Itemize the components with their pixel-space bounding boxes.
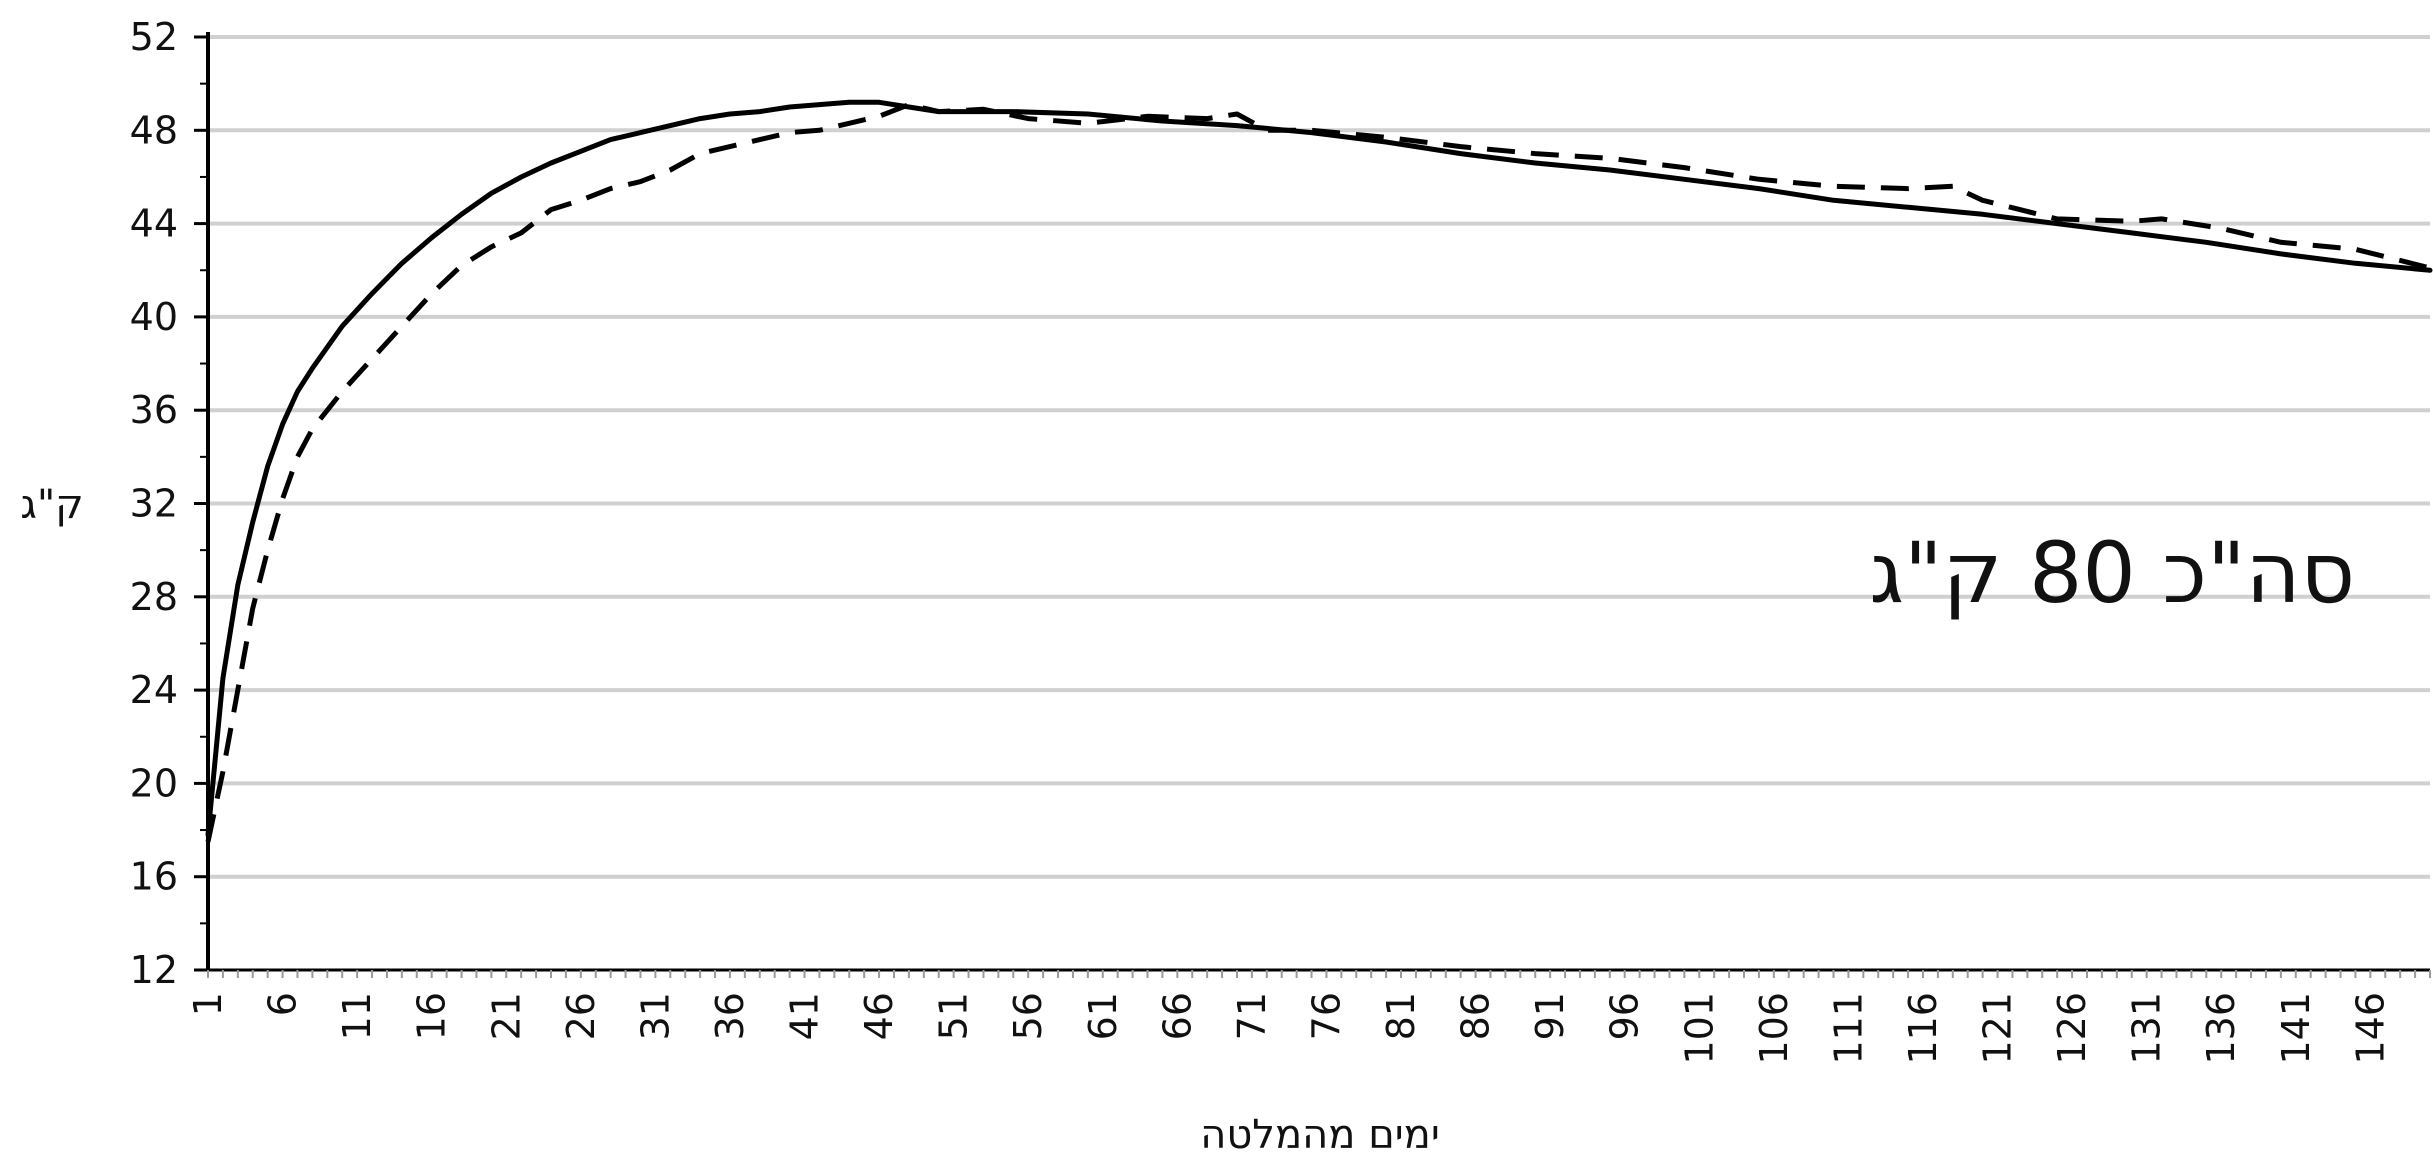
x-tick-label-71: 71	[1230, 992, 1274, 1040]
x-tick-label-1: 1	[186, 992, 230, 1016]
x-tick-label-106: 106	[1752, 992, 1796, 1065]
x-tick-label-46: 46	[857, 992, 901, 1040]
x-tick-label-56: 56	[1006, 992, 1050, 1040]
x-tick-label-126: 126	[2050, 992, 2094, 1065]
x-tick-label-81: 81	[1379, 992, 1423, 1040]
y-tick-label-40: 40	[130, 295, 178, 339]
y-tick-label-28: 28	[130, 575, 178, 619]
series-line-dashed	[205, 102, 2431, 843]
x-tick-label-91: 91	[1528, 992, 1572, 1040]
y-tick-label-24: 24	[130, 668, 178, 712]
x-tick-label-146: 146	[2348, 992, 2392, 1065]
x-tick-label-116: 116	[1901, 992, 1945, 1065]
x-tick-label-121: 121	[1976, 992, 2020, 1065]
x-tick-label-66: 66	[1155, 992, 1199, 1040]
y-tick-label-32: 32	[130, 482, 178, 526]
y-tick-label-48: 48	[130, 108, 178, 152]
y-tick-labels: 12 16 20 24 28 32 36 40 44 48 52	[130, 15, 178, 992]
x-tick-label-21: 21	[484, 992, 528, 1040]
y-tick-label-12: 12	[130, 948, 178, 992]
x-tick-label-101: 101	[1677, 992, 1721, 1065]
x-tick-label-11: 11	[335, 992, 379, 1040]
y-tick-label-20: 20	[130, 761, 178, 805]
x-tick-label-51: 51	[932, 992, 976, 1040]
x-axis-label: ימים מהמלטה	[1200, 1112, 1440, 1158]
y-tick-label-16: 16	[130, 855, 178, 899]
axes	[194, 32, 2431, 978]
x-tick-label-141: 141	[2274, 992, 2318, 1065]
x-tick-label-31: 31	[633, 992, 677, 1040]
y-tick-label-52: 52	[130, 15, 178, 59]
y-axis-label: ק"ג	[20, 482, 83, 528]
x-tick-label-86: 86	[1454, 992, 1498, 1040]
x-tick-label-111: 111	[1826, 992, 1870, 1065]
x-tick-label-26: 26	[559, 992, 603, 1040]
y-tick-label-36: 36	[130, 388, 178, 432]
x-tick-label-96: 96	[1603, 992, 1647, 1040]
gridlines	[208, 35, 2430, 879]
x-tick-label-61: 61	[1081, 992, 1125, 1040]
x-tick-label-131: 131	[2125, 992, 2169, 1065]
x-tick-label-6: 6	[261, 992, 305, 1016]
x-tick-label-16: 16	[410, 992, 454, 1040]
series-lines	[205, 99, 2433, 843]
chart-annotation: סה"כ 80 ק"ג	[1869, 524, 2355, 622]
x-tick-label-41: 41	[783, 992, 827, 1040]
series-line-solid	[205, 99, 2433, 838]
x-tick-label-76: 76	[1304, 992, 1348, 1040]
x-tick-label-36: 36	[708, 992, 752, 1040]
x-tick-label-136: 136	[2199, 992, 2243, 1065]
x-tick-labels: 1 6 11 16 21 26 31 36 41 46 51 56 61 66 71 76 81 86 91 96 10…	[186, 992, 2392, 1065]
y-tick-label-44: 44	[130, 202, 178, 246]
